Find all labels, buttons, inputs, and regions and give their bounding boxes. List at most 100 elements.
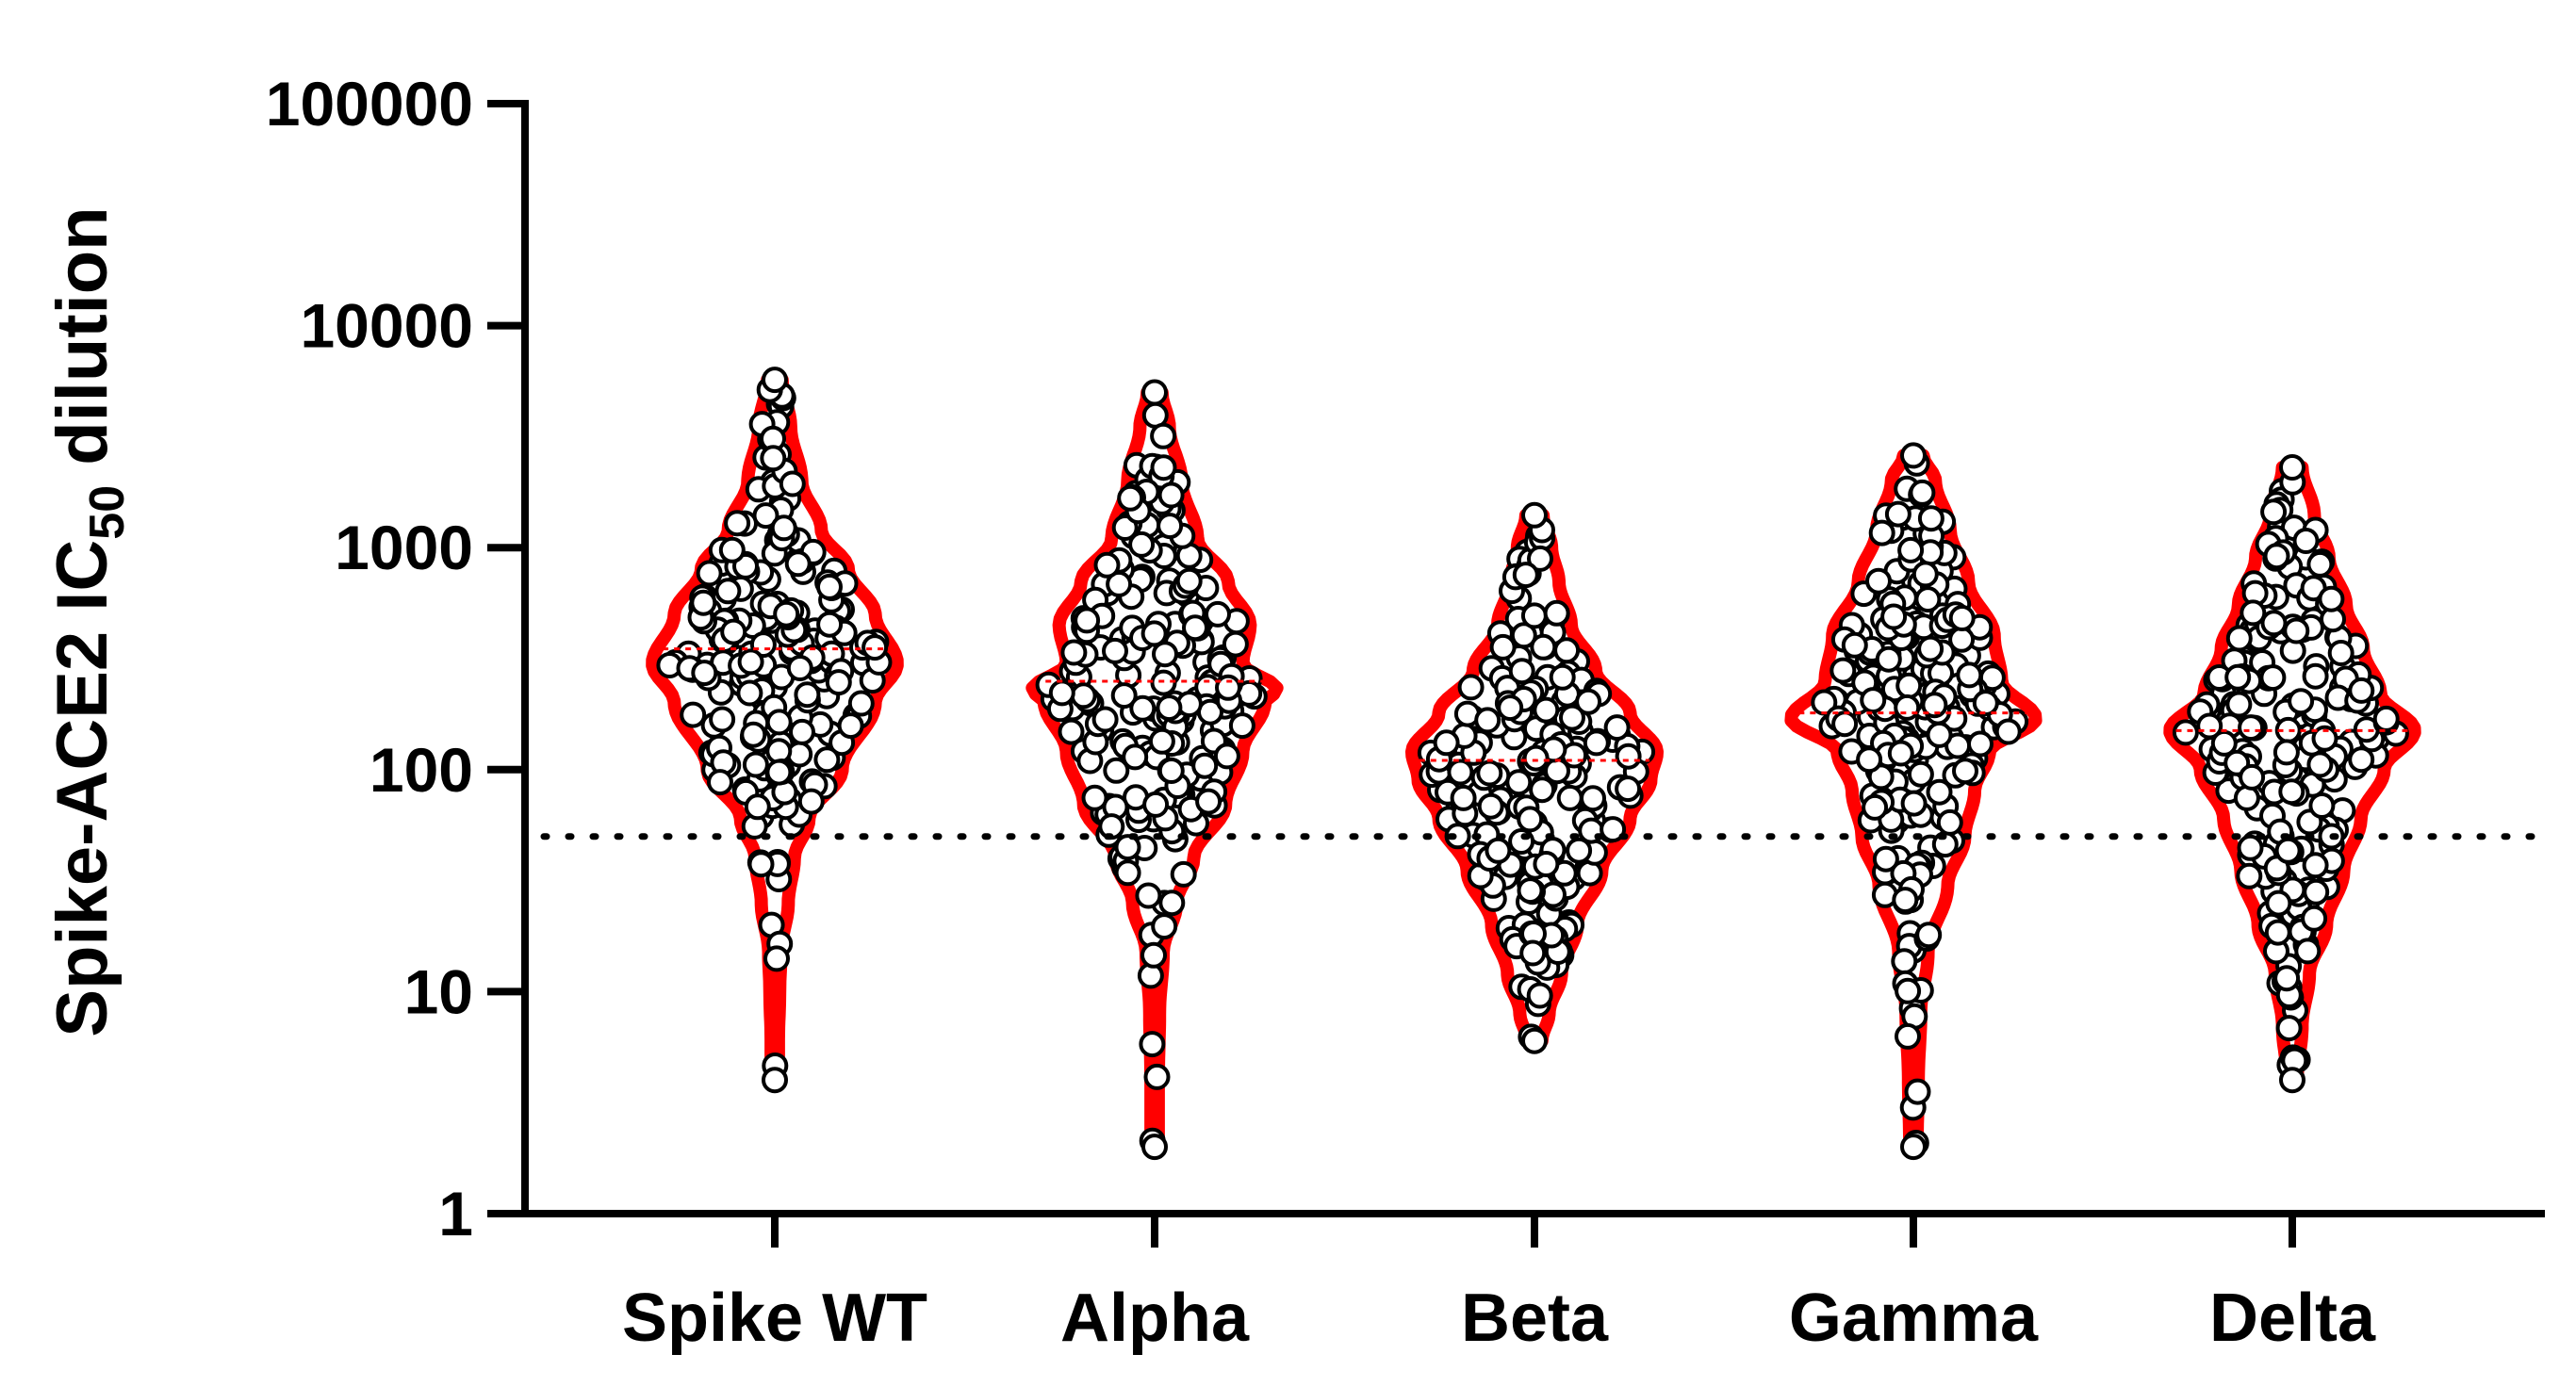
data-point: [1994, 718, 2022, 745]
data-point: [1140, 620, 1168, 647]
data-point: [690, 589, 717, 616]
data-point: [1148, 727, 1175, 755]
data-point: [2259, 664, 2287, 692]
data-point: [1060, 639, 1088, 666]
y-tick-label-0: 1: [438, 1179, 473, 1248]
data-point: [736, 679, 763, 707]
data-point: [1103, 757, 1130, 784]
data-point: [1880, 603, 1908, 630]
data-point: [714, 578, 742, 605]
data-point: [2273, 965, 2301, 992]
data-point: [1444, 823, 1471, 850]
data-point: [1110, 682, 1138, 710]
data-point: [1872, 845, 1899, 873]
data-point: [1948, 626, 1976, 653]
x-ticks: Spike WT Alpha Beta Gamma Delta: [622, 1214, 2376, 1356]
data-point: [2302, 852, 2329, 879]
data-point: [1533, 851, 1560, 877]
data-point: [2265, 889, 2292, 917]
data-point: [1522, 744, 1550, 772]
data-point: [1142, 791, 1170, 818]
category-label-2: Beta: [1461, 1281, 1609, 1356]
data-point: [752, 502, 779, 530]
data-point: [1972, 690, 1999, 717]
data-point: [1829, 657, 1857, 684]
data-point: [816, 573, 843, 600]
data-point: [1553, 637, 1581, 664]
data-point: [1508, 658, 1535, 685]
data-point: [1917, 505, 1944, 532]
data-point: [1967, 730, 1994, 758]
data-point: [1129, 694, 1157, 722]
data-point: [1512, 562, 1539, 589]
data-point: [1213, 742, 1240, 770]
data-point: [1544, 758, 1570, 785]
data-point: [1474, 707, 1501, 734]
data-point: [1508, 828, 1535, 855]
data-point: [2225, 625, 2253, 652]
data-point: [2302, 662, 2329, 690]
data-point: [709, 706, 736, 733]
data-point: [1856, 746, 1883, 774]
data-point: [779, 470, 806, 498]
data-point: [1081, 784, 1108, 811]
data-point: [1921, 692, 1948, 719]
data-point: [1091, 706, 1119, 733]
data-point: [1157, 758, 1185, 784]
data-point: [1892, 887, 1919, 914]
data-point: [1215, 674, 1241, 701]
data-point: [2275, 1015, 2303, 1042]
data-point: [1529, 776, 1556, 804]
data-point: [1895, 1022, 1921, 1050]
data-point: [2240, 599, 2267, 627]
data-point: [1157, 481, 1185, 509]
data-point: [1450, 784, 1477, 811]
data-point: [1517, 877, 1544, 905]
y-ticks: 1 10 100 1000 10000 100000: [266, 69, 525, 1248]
data-point: [797, 788, 825, 815]
data-point: [1952, 758, 1978, 785]
data-point: [1517, 806, 1544, 833]
data-point: [1543, 599, 1570, 627]
data-point: [1182, 614, 1208, 642]
data-point: [696, 560, 723, 587]
data-point: [763, 945, 790, 972]
data-point: [1151, 913, 1178, 940]
y-axis-title-prefix: Spike-ACE2 IC: [42, 540, 123, 1037]
data-point: [1862, 793, 1889, 821]
data-point: [1860, 687, 1887, 714]
data-point: [1615, 775, 1642, 803]
data-point: [1917, 635, 1944, 662]
data-point: [1583, 729, 1610, 757]
data-point: [789, 718, 815, 745]
min-point-1: [1141, 1134, 1168, 1161]
data-point: [1497, 694, 1524, 722]
data-point: [825, 669, 852, 696]
min-point-0: [762, 1067, 788, 1094]
data-point: [1048, 679, 1075, 707]
data-point: [2306, 550, 2334, 578]
data-point: [1891, 948, 1918, 975]
data-point: [1936, 808, 1963, 836]
data-point: [2348, 677, 2375, 704]
data-point: [1070, 682, 1097, 710]
data-point: [1222, 630, 1249, 658]
data-point: [1157, 513, 1184, 540]
data-point: [1156, 694, 1183, 722]
data-point: [1956, 661, 1983, 689]
data-point: [1205, 600, 1231, 628]
data-point: [784, 550, 812, 578]
data-point: [1868, 519, 1895, 547]
data-point: [2292, 528, 2320, 554]
data-point: [2172, 719, 2199, 746]
data-point: [765, 709, 793, 736]
y-axis-title-subscript: 50: [80, 485, 135, 540]
data-point: [740, 721, 767, 748]
y-tick-label-1: 10: [404, 956, 473, 1026]
data-point: [1128, 530, 1156, 558]
category-label-0: Spike WT: [622, 1281, 927, 1356]
data-point: [1117, 484, 1144, 512]
data-point: [837, 712, 864, 740]
data-point: [2260, 610, 2288, 637]
